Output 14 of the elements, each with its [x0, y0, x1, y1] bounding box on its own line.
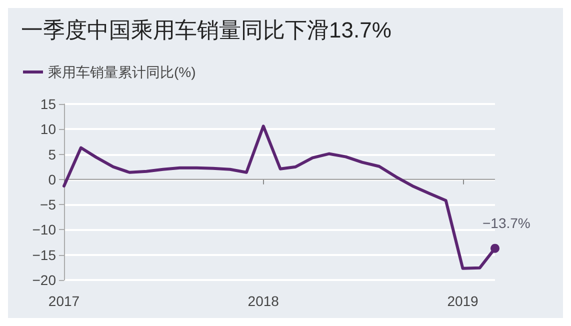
y-tick-label: 0 [48, 171, 56, 188]
x-tick-label: 2019 [447, 293, 479, 309]
y-tick-label: −10 [32, 222, 56, 238]
data-label: −13.7% [482, 214, 530, 231]
y-tick-label: −5 [40, 196, 56, 213]
y-tick-label: −20 [32, 272, 56, 288]
x-tick-label: 2017 [48, 293, 80, 309]
y-tick-label: −15 [32, 246, 56, 263]
y-tick-label: 5 [48, 146, 56, 162]
legend-label: 乘用车销量累计同比(%) [48, 64, 196, 80]
y-tick-label: 15 [40, 96, 56, 112]
x-tick-label: 2018 [248, 293, 280, 309]
y-tick-label: 10 [40, 121, 56, 138]
chart-title: 一季度中国乘用车销量同比下滑13.7% [21, 18, 392, 42]
